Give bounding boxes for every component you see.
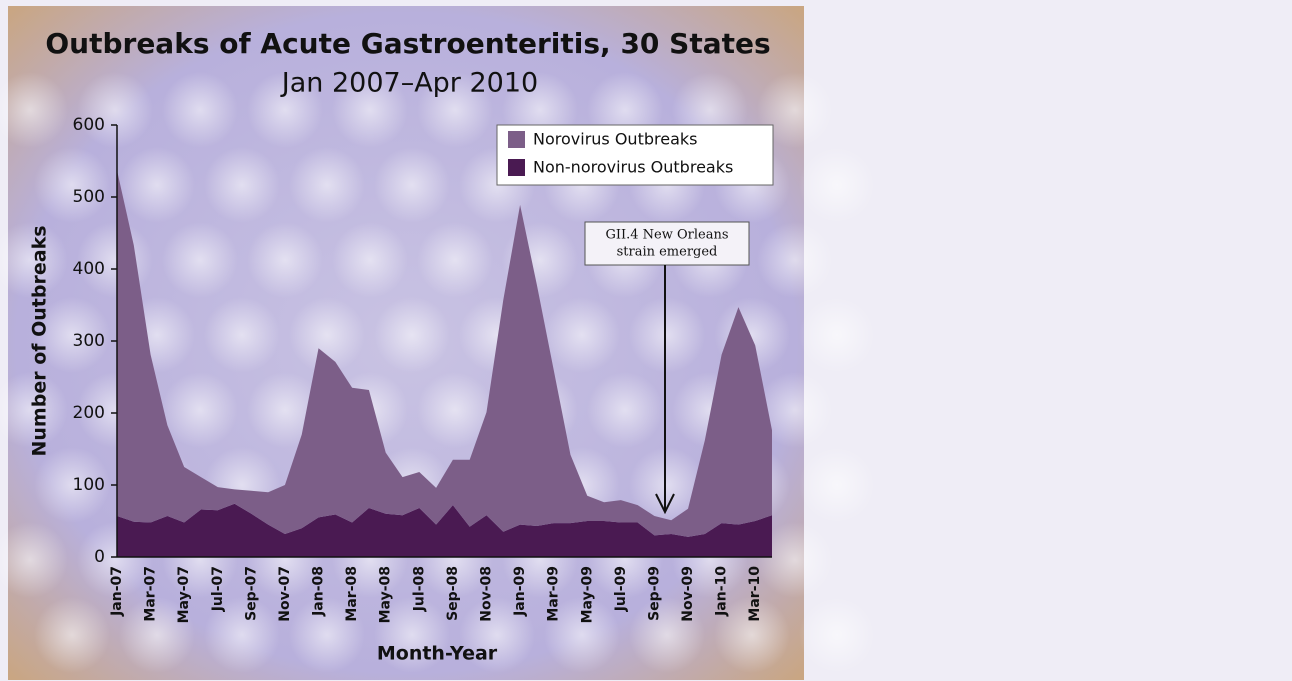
texture-blob — [77, 72, 153, 148]
texture-blob — [799, 297, 875, 373]
texture-blob — [629, 297, 705, 373]
texture-blob — [374, 147, 450, 223]
texture-blob — [162, 372, 238, 448]
y-tick-label: 100 — [73, 475, 105, 495]
legend-swatch — [508, 159, 525, 176]
texture-blob — [544, 297, 620, 373]
legend-swatch — [508, 131, 525, 148]
y-tick-label: 0 — [94, 547, 105, 567]
y-tick-label: 200 — [73, 403, 105, 423]
x-tick-label: Jan-07 — [109, 566, 125, 617]
x-tick-label: Jul-07 — [210, 566, 226, 612]
x-tick-label: Jul-08 — [411, 566, 427, 612]
x-tick-label: Jan-08 — [311, 566, 327, 617]
x-tick-label: Mar-08 — [344, 566, 360, 622]
texture-blob — [289, 147, 365, 223]
x-tick-label: Nov-07 — [277, 566, 293, 622]
chart-subtitle: Jan 2007–Apr 2010 — [280, 68, 538, 99]
texture-blob — [799, 447, 875, 523]
legend-label: Non-norovirus Outbreaks — [533, 158, 733, 177]
annotation-text: GII.4 New Orleans — [605, 228, 728, 243]
texture-blob — [247, 222, 323, 298]
x-tick-label: Nov-09 — [680, 566, 696, 622]
x-tick-label: Mar-10 — [747, 566, 763, 622]
y-tick-label: 500 — [73, 187, 105, 207]
x-tick-label: Jan-09 — [512, 566, 528, 617]
x-tick-label: Mar-07 — [143, 566, 159, 622]
x-tick-label: Sep-08 — [445, 566, 461, 621]
x-tick-label: Nov-08 — [478, 566, 494, 622]
x-tick-label: May-08 — [378, 566, 394, 623]
texture-blob — [34, 147, 110, 223]
y-tick-label: 300 — [73, 331, 105, 351]
texture-blob — [204, 297, 280, 373]
annotation-text: strain emerged — [617, 245, 718, 260]
legend: Norovirus Outbreaks Non-norovirus Outbrea… — [497, 125, 773, 185]
texture-blob — [799, 147, 875, 223]
x-tick-label: Sep-09 — [646, 566, 662, 621]
texture-blob — [119, 147, 195, 223]
y-axis-title: Number of Outbreaks — [29, 225, 51, 456]
texture-blob — [417, 222, 493, 298]
y-tick-label: 600 — [73, 115, 105, 135]
x-tick-label: May-07 — [176, 566, 192, 623]
texture-blob — [757, 222, 833, 298]
x-tick-label: Jan-10 — [714, 566, 730, 617]
x-tick-label: May-09 — [579, 566, 595, 623]
texture-blob — [587, 372, 663, 448]
x-tick-label: Mar-09 — [546, 566, 562, 622]
x-tick-label: Sep-07 — [243, 566, 259, 621]
chart-title: Outbreaks of Acute Gastroenteritis, 30 S… — [45, 27, 770, 60]
y-tick-label: 400 — [73, 259, 105, 279]
texture-blob — [162, 72, 238, 148]
legend-label: Norovirus Outbreaks — [533, 130, 697, 149]
chart: Outbreaks of Acute Gastroenteritis, 30 S… — [0, 0, 1292, 681]
texture-blob — [204, 147, 280, 223]
texture-blob — [162, 222, 238, 298]
x-axis-title: Month-Year — [377, 643, 498, 665]
texture-blob — [374, 297, 450, 373]
texture-blob — [799, 597, 875, 673]
page: Outbreaks of Acute Gastroenteritis, 30 S… — [0, 0, 1292, 681]
texture-blob — [34, 597, 110, 673]
x-tick-label: Jul-09 — [613, 566, 629, 612]
texture-blob — [332, 222, 408, 298]
